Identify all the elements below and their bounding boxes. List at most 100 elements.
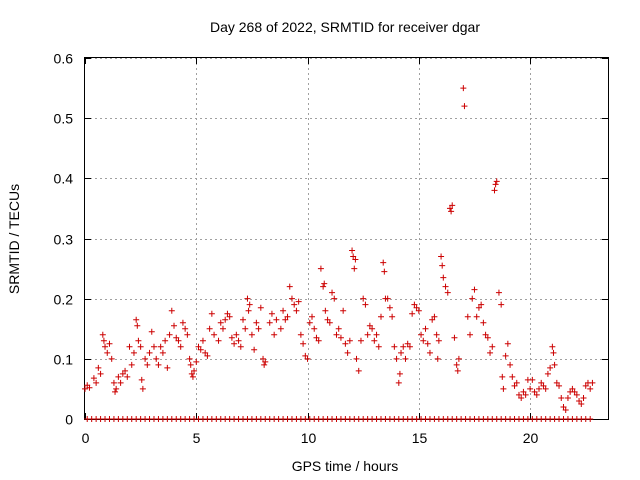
data-point [337, 334, 344, 341]
data-point [99, 331, 106, 338]
data-point [186, 355, 193, 362]
data-point [191, 367, 198, 374]
axis-ticks: 0 5 10 15 20 0 0.1 0.2 0.3 0.4 0.5 0.6 [54, 51, 608, 446]
data-point [100, 337, 107, 344]
data-point [492, 181, 499, 188]
data-point [326, 319, 333, 326]
data-point [578, 400, 585, 407]
x-tick-label: 5 [193, 430, 201, 446]
data-point [434, 355, 441, 362]
data-point [322, 307, 329, 314]
data-point [82, 385, 88, 392]
data-point [324, 316, 331, 323]
data-point [217, 319, 224, 326]
data-point [587, 416, 594, 422]
data-point [277, 325, 284, 332]
data-point [150, 343, 157, 350]
data-point [204, 352, 211, 359]
data-point [536, 385, 543, 392]
data-point [453, 361, 460, 368]
data-point [491, 187, 498, 194]
data-point [550, 349, 557, 356]
data-point [122, 367, 129, 374]
data-point [522, 391, 529, 398]
data-point [164, 364, 171, 371]
data-point [396, 370, 403, 377]
data-point [175, 337, 182, 344]
data-point [393, 355, 400, 362]
data-point [208, 310, 215, 317]
data-point [442, 283, 449, 290]
data-point [446, 205, 453, 212]
data-point [240, 316, 247, 323]
y-tick-label: 0.1 [54, 352, 74, 368]
data-point [235, 337, 242, 344]
data-point [467, 331, 474, 338]
data-point [395, 379, 402, 386]
data-point [112, 388, 119, 395]
data-point [518, 394, 525, 401]
data-point [248, 331, 255, 338]
data-point [321, 280, 328, 287]
data-point [199, 337, 206, 344]
data-point [124, 373, 131, 380]
data-point [371, 337, 378, 344]
data-point [439, 262, 446, 269]
data-point [306, 319, 313, 326]
data-point [173, 334, 180, 341]
data-point [113, 385, 120, 392]
data-point [182, 325, 189, 332]
data-point [166, 331, 173, 338]
data-point [297, 331, 304, 338]
data-point [400, 343, 407, 350]
data-point [440, 274, 447, 281]
data-point [311, 325, 318, 332]
data-point [286, 283, 293, 290]
data-point [284, 313, 291, 320]
data-point [304, 355, 311, 362]
data-point [266, 319, 273, 326]
data-point [562, 406, 569, 413]
data-point [553, 379, 560, 386]
data-point [493, 178, 500, 185]
data-point [315, 337, 322, 344]
data-point [126, 343, 133, 350]
data-point [282, 316, 289, 323]
data-point [564, 394, 571, 401]
grid-lines [85, 58, 608, 419]
data-point [404, 340, 411, 347]
data-point [480, 319, 487, 326]
data-point [573, 391, 580, 398]
data-point [293, 307, 300, 314]
data-point [547, 364, 554, 371]
data-point [197, 346, 204, 353]
data-point [529, 376, 536, 383]
data-point [93, 379, 100, 386]
data-point [448, 208, 455, 215]
data-point [146, 349, 153, 356]
data-point [402, 355, 409, 362]
data-point [346, 337, 353, 344]
data-point [226, 313, 233, 320]
data-point [95, 364, 102, 371]
data-point [261, 361, 268, 368]
data-point [375, 343, 382, 350]
data-point [268, 310, 275, 317]
data-point [188, 370, 195, 377]
data-point [487, 349, 494, 356]
data-point [110, 379, 117, 386]
data-point [511, 382, 518, 389]
data-point [391, 343, 398, 350]
data-point [133, 316, 140, 323]
data-point [482, 331, 489, 338]
data-point [106, 340, 113, 347]
data-point [520, 388, 527, 395]
data-point [569, 385, 576, 392]
data-point [478, 301, 485, 308]
data-point [291, 301, 298, 308]
data-point [502, 352, 509, 359]
data-point [438, 253, 445, 260]
data-point [576, 397, 583, 404]
data-point [102, 343, 109, 350]
